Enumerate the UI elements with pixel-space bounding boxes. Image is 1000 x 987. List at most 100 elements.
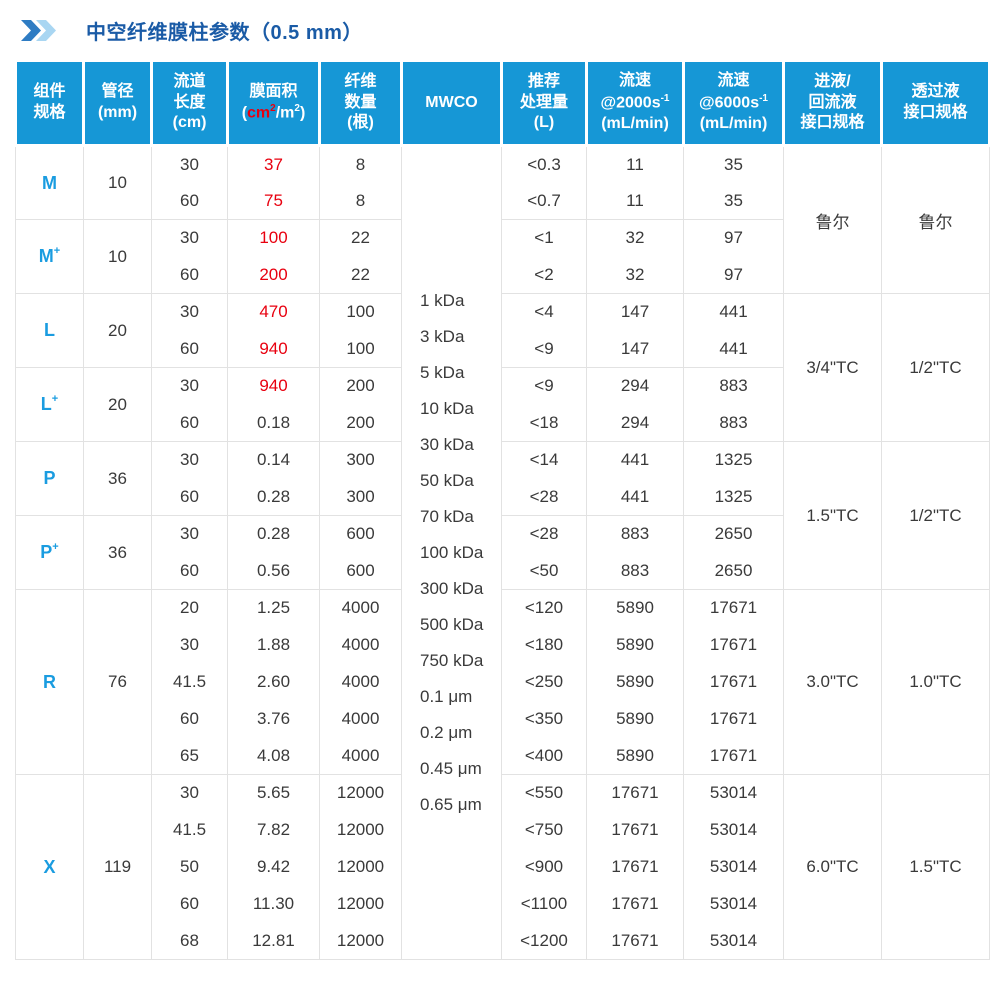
length-cell: 30 — [151, 626, 228, 664]
table-row: R 76 20 1.25 4000 <120 5890 17671 3.0"TC… — [15, 589, 990, 775]
flow6000-cell: 1325 — [683, 441, 784, 479]
volume-cell: <18 — [501, 404, 587, 442]
length-cell: 30 — [151, 515, 228, 553]
table-row: 50 9.42 12000 <900 17671 53014 — [16, 848, 990, 886]
volume-cell: <550 — [501, 774, 587, 812]
diameter-cell: 36 — [83, 515, 152, 590]
volume-cell: <14 — [501, 441, 587, 479]
length-cell: 30 — [151, 774, 228, 812]
length-cell: 30 — [151, 219, 228, 257]
volume-cell: <1200 — [501, 922, 587, 960]
length-cell: 60 — [151, 885, 228, 923]
col-header-component: 组件 规格 — [14, 59, 85, 147]
fiber-cell: 4000 — [319, 626, 402, 664]
flow2000-cell: 5890 — [586, 700, 684, 738]
fiber-cell: 100 — [319, 330, 402, 368]
volume-cell: <120 — [501, 589, 587, 627]
table-row: M+ 10 30 100 22 <1 32 97 — [15, 219, 990, 294]
flow2000-cell: 32 — [586, 219, 684, 257]
header-row: 组件 规格 管径 (mm) 流道 长度 (cm) 膜面积 (cm2/m2) 纤维 数量 (根… — [14, 59, 991, 147]
inlet-port-cell: 3.0"TC — [783, 589, 882, 775]
flow2000-cell: 17671 — [586, 811, 684, 849]
length-cell: 60 — [151, 182, 228, 220]
length-cell: 30 — [151, 145, 228, 183]
fiber-cell: 8 — [319, 182, 402, 220]
length-cell: 30 — [151, 367, 228, 405]
permeate-port-cell: 1.0"TC — [881, 589, 990, 775]
flow6000-cell: 2650 — [683, 552, 784, 590]
diameter-cell: 20 — [83, 367, 152, 442]
component-cell: M — [15, 145, 84, 220]
length-cell: 41.5 — [151, 663, 228, 701]
area-cell: 37 — [227, 145, 320, 183]
table-row: L 20 30 470 100 <4 147 441 3/4"TC 1/2"TC — [15, 293, 990, 442]
table-row: 60 0.28 300 <28 441 1325 — [16, 478, 990, 516]
area-cell: 5.65 — [227, 774, 320, 812]
component-cell: R — [15, 589, 84, 775]
flow2000-cell: 5890 — [586, 737, 684, 775]
component-cell: M+ — [15, 219, 84, 294]
length-cell: 30 — [151, 441, 228, 479]
permeate-port-cell: 1/2"TC — [881, 293, 990, 442]
inlet-port-cell: 鲁尔 — [783, 145, 882, 294]
fiber-cell: 12000 — [319, 885, 402, 923]
component-cell: L+ — [15, 367, 84, 442]
col-header-diameter: 管径 (mm) — [82, 59, 153, 147]
flow2000-cell: 441 — [586, 441, 684, 479]
flow2000-cell: 883 — [586, 515, 684, 553]
area-cell: 1.25 — [227, 589, 320, 627]
table-row: 30 1.88 4000 <180 5890 17671 — [16, 626, 990, 664]
fiber-cell: 22 — [319, 219, 402, 257]
flow2000-cell: 5890 — [586, 589, 684, 627]
length-cell: 41.5 — [151, 811, 228, 849]
volume-cell: <750 — [501, 811, 587, 849]
table-row: 60 940 100 <9 147 441 — [16, 330, 990, 368]
flow6000-cell: 17671 — [683, 700, 784, 738]
volume-cell: <50 — [501, 552, 587, 590]
component-cell: P+ — [15, 515, 84, 590]
flow2000-cell: 17671 — [586, 885, 684, 923]
fiber-cell: 12000 — [319, 848, 402, 886]
fiber-cell: 200 — [319, 367, 402, 405]
flow2000-cell: 5890 — [586, 626, 684, 664]
table-row: P+ 36 30 0.28 600 <28 883 2650 — [15, 515, 990, 590]
component-cell: P — [15, 441, 84, 516]
fiber-cell: 600 — [319, 552, 402, 590]
flow6000-cell: 1325 — [683, 478, 784, 516]
col-header-fiber-count: 纤维 数量 (根) — [318, 59, 403, 147]
area-cell: 3.76 — [227, 700, 320, 738]
volume-cell: <180 — [501, 626, 587, 664]
volume-cell: <2 — [501, 256, 587, 294]
area-cell: 0.28 — [227, 515, 320, 553]
volume-cell: <0.7 — [501, 182, 587, 220]
flow2000-cell: 147 — [586, 330, 684, 368]
length-cell: 60 — [151, 552, 228, 590]
flow2000-cell: 11 — [586, 145, 684, 183]
diameter-cell: 76 — [83, 589, 152, 775]
fiber-cell: 4000 — [319, 700, 402, 738]
flow6000-cell: 17671 — [683, 737, 784, 775]
col-header-flow-2000: 流速 @2000s-1 (mL/min) — [585, 59, 685, 147]
table-row: 60 3.76 4000 <350 5890 17671 — [16, 700, 990, 738]
length-cell: 68 — [151, 922, 228, 960]
diameter-cell: 20 — [83, 293, 152, 368]
length-cell: 60 — [151, 404, 228, 442]
page-title: 中空纤维膜柱参数（0.5 mm） — [86, 22, 363, 44]
flow2000-cell: 441 — [586, 478, 684, 516]
volume-cell: <4 — [501, 293, 587, 331]
col-header-recommended-volume: 推荐 处理量 (L) — [500, 59, 588, 147]
table-row: 60 200 22 <2 32 97 — [16, 256, 990, 294]
flow6000-cell: 17671 — [683, 626, 784, 664]
flow2000-cell: 147 — [586, 293, 684, 331]
volume-cell: <28 — [501, 515, 587, 553]
flow6000-cell: 53014 — [683, 774, 784, 812]
table-row: M 10 30 37 8 1 kDa 3 kDa 5 kDa 10 kDa 30 kDa… — [15, 145, 990, 960]
component-cell: L — [15, 293, 84, 368]
fiber-cell: 600 — [319, 515, 402, 553]
flow6000-cell: 17671 — [683, 589, 784, 627]
length-cell: 30 — [151, 293, 228, 331]
fiber-cell: 4000 — [319, 589, 402, 627]
flow2000-cell: 883 — [586, 552, 684, 590]
area-cell: 940 — [227, 330, 320, 368]
